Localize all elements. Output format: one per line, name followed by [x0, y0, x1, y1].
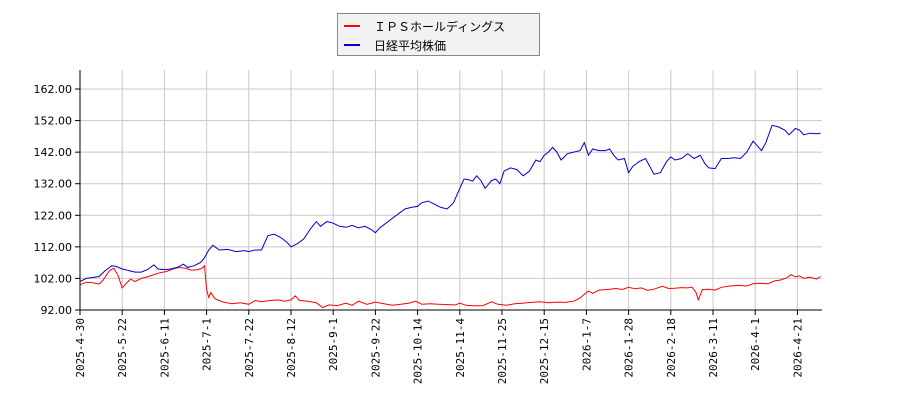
axes — [79, 70, 822, 311]
y-tick-label: 142.00 — [34, 146, 73, 159]
x-tick-label: 2025-7-1 — [201, 318, 214, 371]
x-axis-ticks: 2025-4-30 2025-5-22 2025-6-11 2025-7-1 2025-… — [74, 310, 804, 384]
legend-label: 日経平均株価 — [374, 38, 447, 53]
legend-item-nikkei: 日経平均株価 — [344, 36, 446, 54]
x-tick-label: 2025-10-14 — [412, 318, 425, 385]
x-tick-label: 2025-5-22 — [116, 318, 129, 378]
x-tick-label: 2026-4-21 — [791, 318, 804, 378]
grid-lines — [79, 70, 822, 311]
series-line-nikkei — [79, 124, 821, 283]
y-tick-label: 102.00 — [34, 272, 73, 285]
x-tick-label: 2025-8-12 — [285, 318, 298, 378]
x-tick-label: 2026-1-7 — [580, 318, 593, 371]
series-line-ips — [79, 264, 821, 309]
x-tick-label: 2026-4-1 — [749, 318, 762, 371]
legend-swatch-red — [344, 25, 360, 27]
legend-label: ＩＰＳホールディングス — [374, 19, 506, 34]
y-tick-label: 132.00 — [34, 178, 73, 191]
y-axis-ticks: 92.00 102.00 112.00 122.00 132.00 142.00 152.0… — [34, 83, 80, 317]
x-tick-label: 2026-3-11 — [707, 318, 720, 378]
y-tick-label: 162.00 — [34, 83, 73, 96]
y-tick-label: 112.00 — [34, 241, 73, 254]
y-tick-label: 152.00 — [34, 115, 73, 128]
y-tick-label: 122.00 — [34, 209, 73, 222]
legend-swatch-blue — [344, 44, 360, 46]
x-tick-label: 2025-9-22 — [369, 318, 382, 378]
data-series — [79, 124, 821, 309]
x-tick-label: 2025-7-22 — [243, 318, 256, 378]
x-tick-label: 2026-2-18 — [665, 318, 678, 378]
x-tick-label: 2025-6-11 — [158, 318, 171, 378]
x-tick-label: 2025-4-30 — [74, 318, 87, 378]
x-tick-label: 2025-11-25 — [496, 318, 509, 384]
y-tick-label: 92.00 — [41, 304, 73, 317]
chart-legend: ＩＰＳホールディングス 日経平均株価 — [337, 13, 540, 56]
x-tick-label: 2025-12-15 — [538, 318, 551, 384]
legend-item-ips: ＩＰＳホールディングス — [344, 17, 505, 35]
x-tick-label: 2025-9-1 — [327, 318, 340, 371]
x-tick-label: 2025-11-4 — [454, 318, 467, 378]
x-tick-label: 2026-1-28 — [623, 318, 636, 378]
